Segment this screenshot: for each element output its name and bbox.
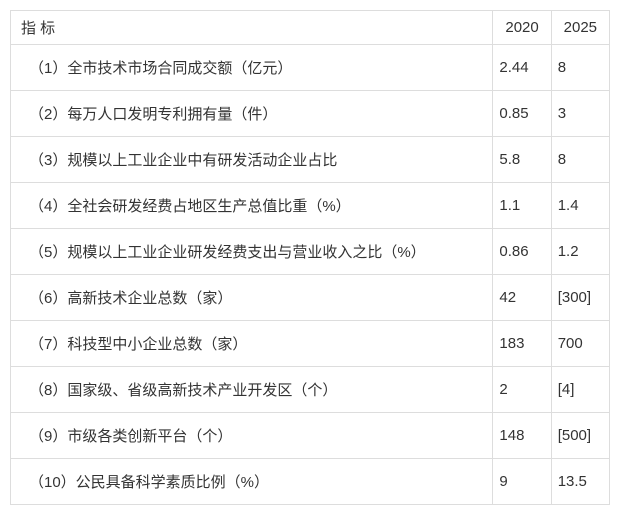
- value-2025: 1.4: [551, 183, 609, 229]
- value-2020: 0.86: [493, 229, 551, 275]
- col-header-indicator: 指 标: [11, 11, 493, 45]
- indicator-cell: （3）规模以上工业企业中有研发活动企业占比: [11, 137, 493, 183]
- table-row: （5）规模以上工业企业研发经费支出与营业收入之比（%） 0.86 1.2: [11, 229, 610, 275]
- indicator-cell: （9）市级各类创新平台（个）: [11, 413, 493, 459]
- value-2025: 700: [551, 321, 609, 367]
- table-body: （1）全市技术市场合同成交额（亿元） 2.44 8 （2）每万人口发明专利拥有量…: [11, 45, 610, 505]
- table-row: （2）每万人口发明专利拥有量（件） 0.85 3: [11, 91, 610, 137]
- indicator-cell: （8）国家级、省级高新技术产业开发区（个）: [11, 367, 493, 413]
- indicator-cell: （10）公民具备科学素质比例（%）: [11, 459, 493, 505]
- indicator-cell: （4）全社会研发经费占地区生产总值比重（%）: [11, 183, 493, 229]
- value-2020: 2.44: [493, 45, 551, 91]
- table-row: （9）市级各类创新平台（个） 148 [500]: [11, 413, 610, 459]
- indicators-table: 指 标 2020 2025 （1）全市技术市场合同成交额（亿元） 2.44 8 …: [10, 10, 610, 505]
- indicator-cell: （2）每万人口发明专利拥有量（件）: [11, 91, 493, 137]
- value-2020: 148: [493, 413, 551, 459]
- value-2020: 9: [493, 459, 551, 505]
- value-2025: 8: [551, 137, 609, 183]
- table-row: （3）规模以上工业企业中有研发活动企业占比 5.8 8: [11, 137, 610, 183]
- indicator-cell: （6）高新技术企业总数（家）: [11, 275, 493, 321]
- value-2020: 42: [493, 275, 551, 321]
- indicator-cell: （1）全市技术市场合同成交额（亿元）: [11, 45, 493, 91]
- value-2025: [500]: [551, 413, 609, 459]
- table-row: （4）全社会研发经费占地区生产总值比重（%） 1.1 1.4: [11, 183, 610, 229]
- table-row: （10）公民具备科学素质比例（%） 9 13.5: [11, 459, 610, 505]
- table-header-row: 指 标 2020 2025: [11, 11, 610, 45]
- table-row: （7）科技型中小企业总数（家） 183 700: [11, 321, 610, 367]
- value-2025: [4]: [551, 367, 609, 413]
- col-header-2025: 2025: [551, 11, 609, 45]
- col-header-2020: 2020: [493, 11, 551, 45]
- value-2020: 5.8: [493, 137, 551, 183]
- value-2025: [300]: [551, 275, 609, 321]
- indicator-cell: （5）规模以上工业企业研发经费支出与营业收入之比（%）: [11, 229, 493, 275]
- table-row: （1）全市技术市场合同成交额（亿元） 2.44 8: [11, 45, 610, 91]
- value-2020: 183: [493, 321, 551, 367]
- table-row: （6）高新技术企业总数（家） 42 [300]: [11, 275, 610, 321]
- value-2025: 1.2: [551, 229, 609, 275]
- value-2025: 13.5: [551, 459, 609, 505]
- value-2025: 3: [551, 91, 609, 137]
- value-2025: 8: [551, 45, 609, 91]
- value-2020: 0.85: [493, 91, 551, 137]
- table-row: （8）国家级、省级高新技术产业开发区（个） 2 [4]: [11, 367, 610, 413]
- value-2020: 2: [493, 367, 551, 413]
- indicator-cell: （7）科技型中小企业总数（家）: [11, 321, 493, 367]
- value-2020: 1.1: [493, 183, 551, 229]
